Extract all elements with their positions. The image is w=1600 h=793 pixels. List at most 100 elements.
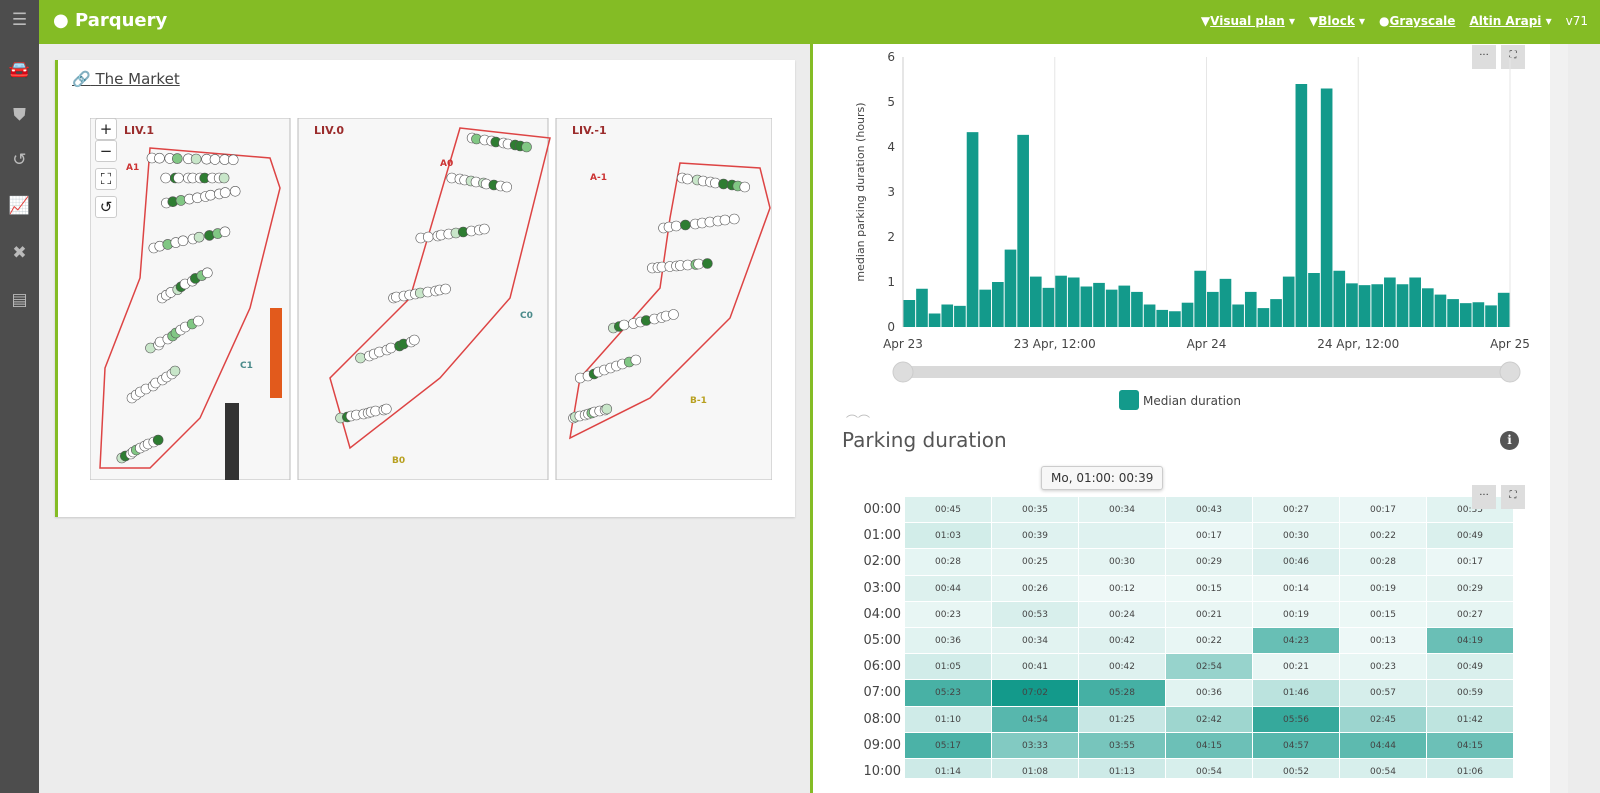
heatmap-cell[interactable]: 00:26: [992, 575, 1079, 602]
heatmap-cell[interactable]: 00:14: [1253, 575, 1340, 602]
scrollbar[interactable]: [1550, 44, 1568, 793]
legend-label[interactable]: Median duration: [1143, 394, 1241, 408]
heatmap-cell[interactable]: 05:17: [905, 732, 992, 759]
range-slider-handle-left[interactable]: [892, 361, 914, 383]
heatmap-cell[interactable]: 04:54: [992, 706, 1079, 733]
heatmap-cell[interactable]: 01:46: [1253, 680, 1340, 707]
heatmap-cell[interactable]: 04:44: [1340, 732, 1427, 759]
heatmap-cell[interactable]: 00:44: [905, 575, 992, 602]
heatmap-cell[interactable]: 04:15: [1166, 732, 1253, 759]
heatmap-cell[interactable]: 00:34: [992, 628, 1079, 655]
heatmap-cell[interactable]: 05:23: [905, 680, 992, 707]
reset-icon[interactable]: ↺: [95, 196, 117, 218]
heatmap-cell[interactable]: 00:54: [1340, 759, 1427, 779]
heatmap-cell[interactable]: 00:42: [1079, 654, 1166, 681]
heatmap-cell[interactable]: 00:53: [992, 601, 1079, 628]
heatmap-cell[interactable]: 02:54: [1166, 654, 1253, 681]
heatmap-cell[interactable]: [1079, 523, 1166, 550]
heatmap-cell[interactable]: 00:35: [1427, 497, 1514, 524]
heatmap-cell[interactable]: 00:35: [992, 497, 1079, 524]
heatmap-cell[interactable]: 00:46: [1253, 549, 1340, 576]
heatmap-cell[interactable]: 00:19: [1253, 601, 1340, 628]
heatmap-cell[interactable]: 00:34: [1079, 497, 1166, 524]
range-slider-handle-right[interactable]: [1499, 361, 1521, 383]
heatmap-cell[interactable]: 00:30: [1079, 549, 1166, 576]
heatmap-cell[interactable]: 01:25: [1079, 706, 1166, 733]
heatmap-cell[interactable]: 02:42: [1166, 706, 1253, 733]
zoom-in-button[interactable]: +: [95, 118, 117, 140]
document-icon[interactable]: ▤: [11, 290, 28, 310]
chart-menu-button[interactable]: ···: [1472, 45, 1496, 69]
heatmap-cell[interactable]: 01:14: [905, 759, 992, 779]
heatmap-cell[interactable]: 00:22: [1340, 523, 1427, 550]
heatmap-cell[interactable]: 00:28: [1340, 549, 1427, 576]
heatmap-cell[interactable]: 04:23: [1253, 628, 1340, 655]
block-dropdown[interactable]: ▼Block ▾: [1308, 14, 1366, 28]
heatmap-cell[interactable]: 03:55: [1079, 732, 1166, 759]
heatmap-cell[interactable]: 00:41: [992, 654, 1079, 681]
heatmap-cell[interactable]: 00:29: [1166, 549, 1253, 576]
tools-icon[interactable]: ✖: [12, 243, 27, 263]
heatmap-fullscreen-button[interactable]: ⛶: [1501, 485, 1525, 509]
heatmap-cell[interactable]: 00:43: [1166, 497, 1253, 524]
heatmap-cell[interactable]: 00:17: [1340, 497, 1427, 524]
heatmap-cell[interactable]: 00:45: [905, 497, 992, 524]
heatmap-cell[interactable]: 00:54: [1166, 759, 1253, 779]
heatmap-cell[interactable]: 00:36: [905, 628, 992, 655]
heatmap-cell[interactable]: 07:02: [992, 680, 1079, 707]
heatmap-cell[interactable]: 00:52: [1253, 759, 1340, 779]
heatmap-cell[interactable]: 04:57: [1253, 732, 1340, 759]
heatmap-cell[interactable]: 00:23: [905, 601, 992, 628]
brand[interactable]: ● Parquery: [53, 10, 168, 31]
heatmap-cell[interactable]: 00:49: [1427, 523, 1514, 550]
heatmap-cell[interactable]: 00:17: [1166, 523, 1253, 550]
fullscreen-icon[interactable]: ⛶: [95, 168, 117, 190]
heatmap-cell[interactable]: 05:28: [1079, 680, 1166, 707]
chart-icon[interactable]: 📈: [8, 196, 31, 216]
heatmap-cell[interactable]: 00:25: [992, 549, 1079, 576]
heatmap-cell[interactable]: 00:19: [1340, 575, 1427, 602]
user-menu[interactable]: Altin Arapi ▾: [1469, 14, 1552, 28]
heatmap-cell[interactable]: 00:29: [1427, 575, 1514, 602]
heatmap-cell[interactable]: 05:56: [1253, 706, 1340, 733]
heatmap-cell[interactable]: 00:27: [1253, 497, 1340, 524]
heatmap-cell[interactable]: 00:27: [1427, 601, 1514, 628]
heatmap-cell[interactable]: 00:42: [1079, 628, 1166, 655]
heatmap-cell[interactable]: 00:22: [1166, 628, 1253, 655]
heatmap-cell[interactable]: 00:30: [1253, 523, 1340, 550]
visual-plan-dropdown[interactable]: ▼Visual plan ▾: [1200, 14, 1295, 28]
heatmap-menu-button[interactable]: ···: [1472, 485, 1496, 509]
parking-map[interactable]: LIV.1 LIV.0 LIV.-1 A1 C1 A0 C0 B0 A-1 B-1 + − ⛶ ↺: [89, 117, 773, 481]
heatmap-cell[interactable]: 00:15: [1340, 601, 1427, 628]
heatmap-cell[interactable]: 03:33: [992, 732, 1079, 759]
heatmap-cell[interactable]: 00:57: [1340, 680, 1427, 707]
heatmap-cell[interactable]: 00:24: [1079, 601, 1166, 628]
heatmap-cell[interactable]: 04:19: [1427, 628, 1514, 655]
heatmap-cell[interactable]: 00:13: [1340, 628, 1427, 655]
heatmap-cell[interactable]: 01:03: [905, 523, 992, 550]
heatmap-cell[interactable]: 00:23: [1340, 654, 1427, 681]
info-icon[interactable]: i: [1500, 431, 1519, 450]
grayscale-toggle[interactable]: ●Grayscale: [1379, 14, 1456, 28]
site-link[interactable]: 🔗 The Market: [72, 70, 180, 88]
heatmap-cell[interactable]: 01:13: [1079, 759, 1166, 779]
menu-icon[interactable]: ☰: [11, 10, 28, 30]
heatmap-cell[interactable]: 00:17: [1427, 549, 1514, 576]
chart-fullscreen-button[interactable]: ⛶: [1501, 45, 1525, 69]
heatmap-cell[interactable]: 00:12: [1079, 575, 1166, 602]
history-icon[interactable]: ↺: [12, 150, 27, 170]
car-icon[interactable]: 🚘: [8, 60, 31, 80]
heatmap-cell[interactable]: 02:45: [1340, 706, 1427, 733]
heatmap-cell[interactable]: 00:15: [1166, 575, 1253, 602]
heatmap-cell[interactable]: 01:08: [992, 759, 1079, 779]
heatmap-cell[interactable]: 01:05: [905, 654, 992, 681]
heatmap-cell[interactable]: 01:10: [905, 706, 992, 733]
heatmap-cell[interactable]: 00:28: [905, 549, 992, 576]
heatmap-cell[interactable]: 04:15: [1427, 732, 1514, 759]
heatmap-cell[interactable]: 00:21: [1253, 654, 1340, 681]
shield-icon[interactable]: ⛊: [13, 105, 26, 125]
heatmap-cell[interactable]: 00:21: [1166, 601, 1253, 628]
heatmap-cell[interactable]: 00:36: [1166, 680, 1253, 707]
heatmap-cell[interactable]: 01:06: [1427, 759, 1514, 779]
heatmap-cell[interactable]: 00:39: [992, 523, 1079, 550]
